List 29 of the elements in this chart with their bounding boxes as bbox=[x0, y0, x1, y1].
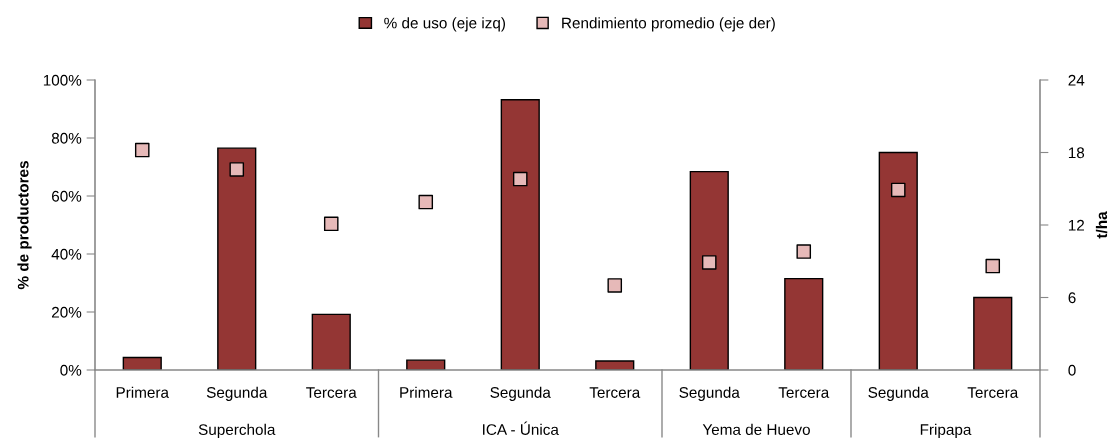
x-tick-label: Segunda bbox=[868, 386, 929, 401]
y2-tick-label: 18 bbox=[1068, 147, 1085, 159]
y-tick-label: 0% bbox=[60, 364, 82, 376]
x-tick-label: Primera bbox=[400, 386, 453, 398]
y2-tick-label: 0 bbox=[1068, 364, 1076, 376]
x-tick-label: Tercera bbox=[778, 387, 830, 398]
x-tick-label: Tercera bbox=[589, 387, 641, 398]
y-axis-title: % de productores bbox=[17, 161, 32, 290]
y-tick-label: 40% bbox=[51, 248, 82, 260]
text: ICA - Única bbox=[483, 421, 559, 435]
x-tick-label: Tercera bbox=[306, 387, 357, 398]
x-tick-label: Primera bbox=[116, 386, 169, 398]
x-tick-label: Segunda bbox=[490, 386, 551, 401]
x-tick-label: Segunda bbox=[679, 386, 740, 401]
y-tick-label: 100% bbox=[43, 74, 82, 86]
legend-label: % de uso (eje izq) bbox=[384, 17, 505, 32]
x-tick-label: Tercera bbox=[967, 387, 1019, 398]
text: Yema de Huevo bbox=[702, 423, 810, 435]
text: Fripapa bbox=[920, 423, 972, 439]
y-tick-label: 60% bbox=[52, 190, 82, 202]
y-tick-label: 80% bbox=[51, 132, 82, 144]
y2-tick-label: 6 bbox=[1068, 292, 1076, 304]
x-tick-label: Segunda bbox=[206, 386, 268, 401]
y2-tick-label: 24 bbox=[1068, 74, 1085, 86]
y2-axis-title: t/ha bbox=[1095, 211, 1108, 239]
text: Superchola bbox=[198, 423, 276, 439]
y2-tick-label: 12 bbox=[1068, 219, 1084, 231]
y-tick-label: 20% bbox=[52, 306, 82, 318]
legend-label: Rendimiento promedio (eje der) bbox=[562, 17, 775, 32]
